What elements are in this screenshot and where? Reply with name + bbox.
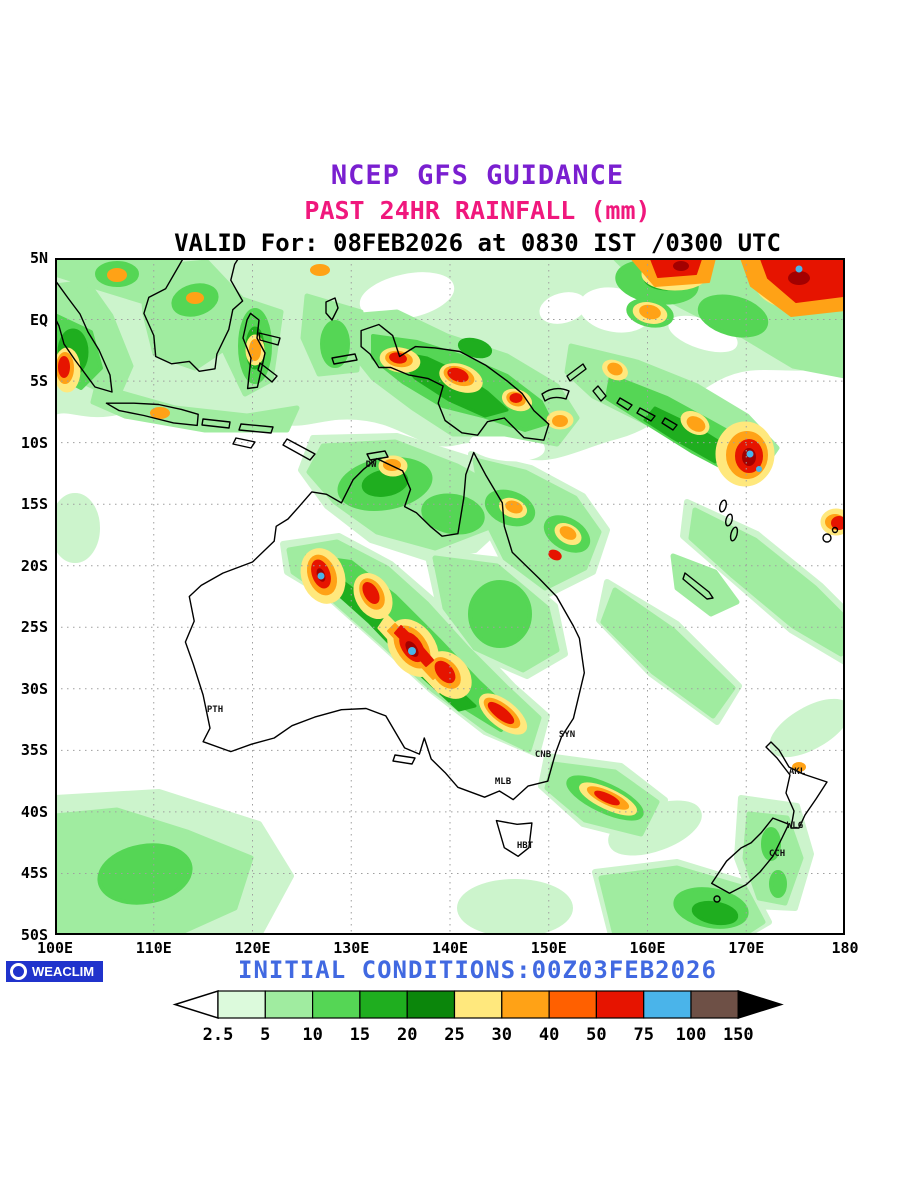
- lat-label: 5N: [29, 249, 48, 267]
- legend-tick-label: 40: [539, 1025, 559, 1045]
- lat-label: 5S: [29, 372, 48, 391]
- legend-cell: [643, 990, 692, 1019]
- rainfall-map-svg: [50, 255, 852, 938]
- city-label-akl: AKL: [788, 767, 806, 777]
- legend-cell: [312, 990, 361, 1019]
- rain-shade-blue: [317, 265, 803, 655]
- city-label-hbt: HBT: [516, 841, 534, 851]
- lat-label: 10S: [20, 433, 48, 452]
- legend-tick-label: 100: [676, 1025, 707, 1045]
- legend-cell: [595, 990, 645, 1019]
- weaclim-badge[interactable]: WEACLIM: [6, 961, 104, 982]
- lat-label: EQ: [29, 310, 48, 329]
- lon-label: 130E: [333, 939, 370, 957]
- lat-label: 50S: [20, 925, 48, 944]
- lat-label: 20S: [20, 556, 48, 575]
- legend-cell: [690, 990, 739, 1019]
- title-valid-time: VALID For: 08FEB2026 at 0830 IST /0300 U…: [174, 229, 781, 257]
- lon-label: 100E: [36, 939, 74, 957]
- city-label-cnb: CNB: [534, 750, 552, 760]
- legend-cell: [217, 990, 266, 1019]
- legend-cell: [406, 990, 456, 1019]
- lat-label: 30S: [20, 679, 48, 698]
- legend-tick-label: 25: [444, 1025, 464, 1045]
- city-label-syn: SYN: [558, 730, 576, 740]
- legend-tick-label: 2.5: [203, 1025, 234, 1045]
- lon-label: 180: [831, 939, 859, 957]
- map-frame: [55, 258, 845, 935]
- lon-label: 170E: [728, 939, 765, 957]
- legend-tick-label: 10: [302, 1025, 322, 1045]
- legend-tick-label: 50: [586, 1025, 606, 1045]
- city-label-wlg: WLG: [786, 821, 804, 831]
- lat-label: 25S: [20, 618, 48, 637]
- city-label-pth: PTH: [206, 705, 224, 715]
- city-label-cch: CCH: [768, 849, 786, 859]
- lon-label: 140E: [431, 939, 469, 957]
- map-area: DW PTH SYN CNB MLB HBT AKL WLG CCH: [50, 255, 852, 938]
- city-label-dw: DW: [365, 460, 377, 470]
- lon-label: 120E: [234, 939, 271, 957]
- rainfall-legend: 2.5 5 10 15 20 25 30 40 50 75 100 150: [172, 986, 784, 1050]
- legend-tick-label: 150: [723, 1025, 754, 1045]
- legend-cell: [548, 990, 598, 1019]
- legend-cell: [264, 990, 314, 1019]
- initial-conditions: INITIAL CONDITIONS:00Z03FEB2026: [238, 956, 717, 984]
- lat-label: 40S: [20, 802, 48, 821]
- legend-right-arrow: [737, 989, 784, 1020]
- coastlines: [54, 257, 839, 903]
- weaclim-logo-icon: [10, 963, 27, 980]
- legend-cell: [501, 990, 550, 1019]
- city-label-mlb: MLB: [494, 777, 512, 787]
- legend-left-arrow: [172, 989, 219, 1020]
- lat-label: 45S: [20, 864, 48, 883]
- legend-tick-label: 15: [350, 1025, 370, 1045]
- rain-shade-gaps: [359, 272, 738, 462]
- lon-label: 160E: [629, 939, 666, 957]
- title-product: PAST 24HR RAINFALL (mm): [304, 196, 651, 225]
- lon-label: 110E: [135, 939, 172, 957]
- legend-cell: [453, 990, 503, 1019]
- legend-tick-label: 5: [260, 1025, 270, 1045]
- title-model: NCEP GFS GUIDANCE: [330, 160, 625, 191]
- legend-svg: 2.5 5 10 15 20 25 30 40 50 75 100 150: [172, 989, 784, 1045]
- weaclim-label: WEACLIM: [32, 964, 95, 979]
- legend-tick-label: 30: [492, 1025, 512, 1045]
- lon-label: 150E: [530, 939, 567, 957]
- legend-tick-label: 75: [633, 1025, 653, 1045]
- legend-tick-label: 20: [397, 1025, 417, 1045]
- lat-label: 35S: [20, 741, 48, 760]
- legend-cell: [359, 990, 408, 1019]
- grid-lines: [55, 258, 845, 935]
- lat-label: 15S: [20, 495, 48, 514]
